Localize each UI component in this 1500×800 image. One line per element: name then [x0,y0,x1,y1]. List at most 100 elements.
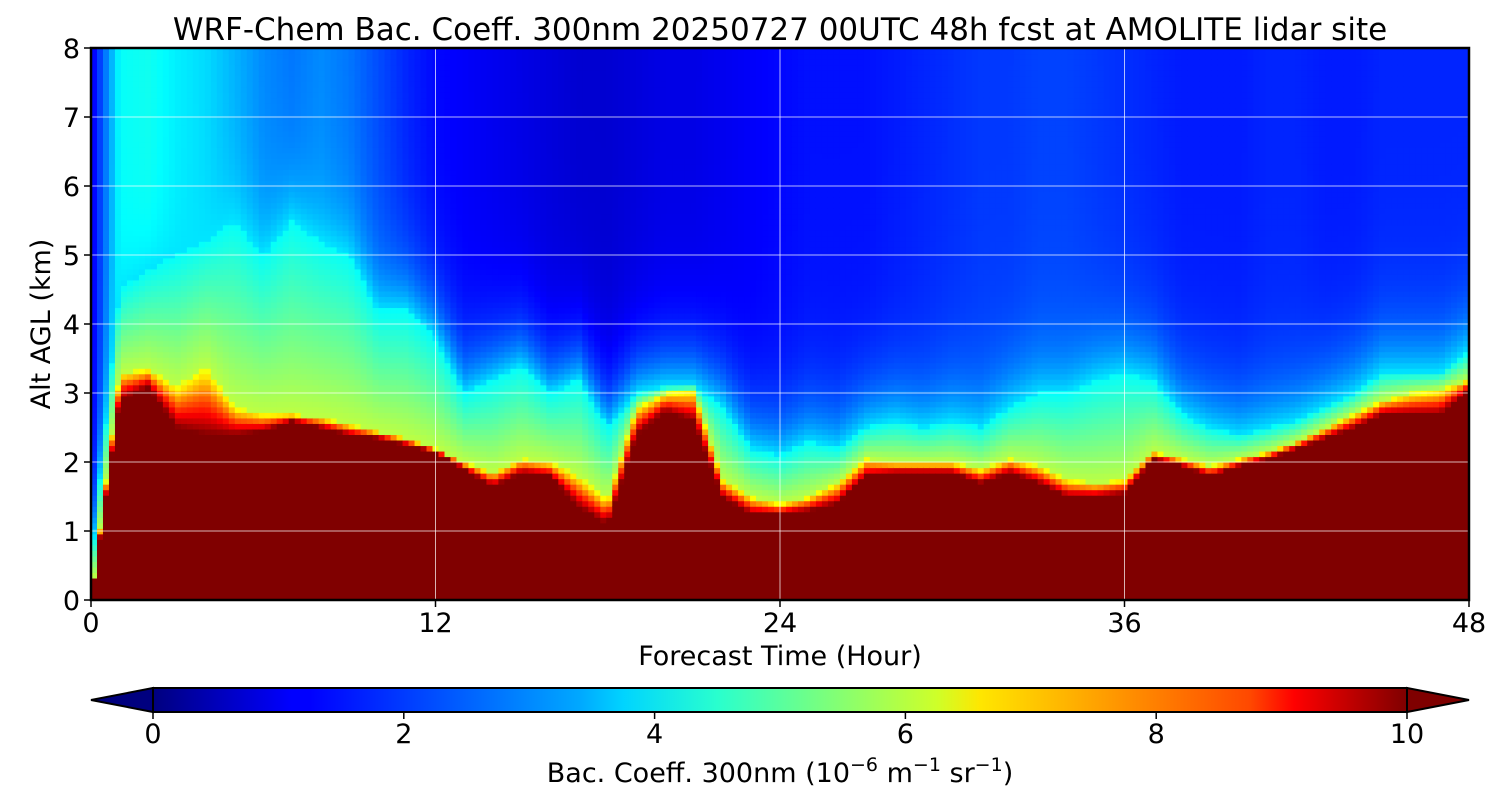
heatmap-cell [181,236,188,242]
heatmap-cell [277,506,284,512]
heatmap-cell [199,379,206,385]
heatmap-cell [187,341,194,347]
heatmap-cell [319,230,326,236]
heatmap-cell [121,175,128,181]
heatmap-cell [97,59,104,65]
heatmap-cell [241,131,248,137]
heatmap-cell [205,98,212,104]
heatmap-cell [235,258,242,264]
heatmap-cell [367,103,374,109]
heatmap-cell [259,214,266,220]
heatmap-cell [373,401,380,407]
heatmap-cell [169,440,176,446]
heatmap-cell [217,324,224,330]
heatmap-cell [223,164,230,170]
heatmap-cell [319,87,326,93]
heatmap-cell [241,203,248,209]
heatmap-cell [295,302,302,308]
heatmap-cell [307,445,314,451]
heatmap-cell [289,291,296,297]
heatmap-cell [283,269,290,275]
heatmap-cell [151,236,158,242]
heatmap-cell [283,59,290,65]
heatmap-cell [307,490,314,496]
heatmap-cell [265,473,272,479]
heatmap-cell [169,120,176,126]
heatmap-cell [223,484,230,490]
heatmap-cell [163,434,170,440]
heatmap-cell [193,545,200,551]
heatmap-cell [343,539,350,545]
heatmap-cell [289,589,296,595]
heatmap-cell [163,561,170,567]
heatmap-cell [247,125,254,131]
heatmap-cell [301,302,308,308]
heatmap-cell [121,302,128,308]
heatmap-cell [181,131,188,137]
heatmap-cell [151,346,158,352]
heatmap-cell [229,65,236,71]
heatmap-cell [271,539,278,545]
heatmap-cell [235,98,242,104]
heatmap-cell [151,523,158,529]
heatmap-cell [175,550,182,556]
heatmap-cell [259,434,266,440]
heatmap-cell [181,296,188,302]
heatmap-cell [385,169,392,175]
heatmap-cell [223,269,230,275]
heatmap-cell [163,396,170,402]
heatmap-cell [175,341,182,347]
heatmap-cell [127,120,134,126]
heatmap-cell [385,219,392,225]
heatmap-cell [259,550,266,556]
heatmap-cell [175,285,182,291]
heatmap-cell [169,142,176,148]
heatmap-cell [109,423,116,429]
heatmap-cell [319,142,326,148]
heatmap-cell [343,550,350,556]
heatmap-cell [295,54,302,60]
heatmap-cell [133,396,140,402]
heatmap-cell [145,374,152,380]
heatmap-cell [247,567,254,573]
heatmap-cell [379,330,386,336]
heatmap-cell [241,506,248,512]
heatmap-cell [145,379,152,385]
heatmap-cell [163,490,170,496]
heatmap-cell [277,501,284,507]
heatmap-cell [109,274,116,280]
heatmap-cell [373,385,380,391]
heatmap-cell [151,374,158,380]
heatmap-cell [253,158,260,164]
heatmap-cell [247,109,254,115]
heatmap-cell [355,379,362,385]
heatmap-cell [379,263,386,269]
heatmap-cell [157,247,164,253]
heatmap-cell [361,517,368,523]
heatmap-cell [109,230,116,236]
heatmap-cell [373,153,380,159]
heatmap-cell [319,512,326,518]
heatmap-cell [109,396,116,402]
heatmap-cell [283,423,290,429]
heatmap-cell [379,440,386,446]
heatmap-cell [259,92,266,98]
heatmap-cell [235,506,242,512]
heatmap-cell [271,136,278,142]
heatmap-cell [283,534,290,540]
heatmap-cell [325,583,332,589]
heatmap-cell [205,158,212,164]
heatmap-cell [205,70,212,76]
heatmap-cell [187,545,194,551]
heatmap-cell [301,142,308,148]
heatmap-cell [277,379,284,385]
heatmap-cell [151,280,158,286]
heatmap-cell [187,307,194,313]
heatmap-cell [103,490,110,496]
heatmap-cell [373,341,380,347]
heatmap-cell [121,263,128,269]
heatmap-cell [121,70,128,76]
heatmap-cell [187,539,194,545]
heatmap-cell [187,473,194,479]
heatmap-cell [163,550,170,556]
